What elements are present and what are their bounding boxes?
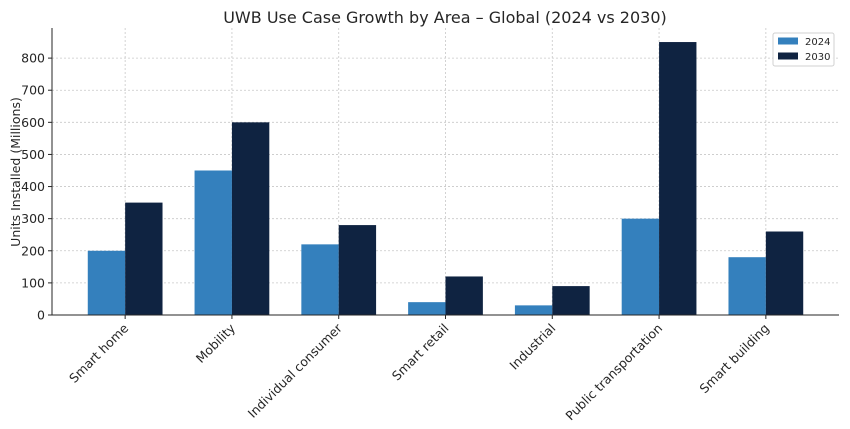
bar-2024-industrial xyxy=(514,305,553,315)
legend-swatch-2030 xyxy=(778,52,798,60)
y-axis-label: Units Installed (Millions) xyxy=(8,97,23,247)
bar-2024-smart-home xyxy=(87,250,126,315)
y-tick-label: 800 xyxy=(21,51,45,66)
y-tick-label: 400 xyxy=(21,179,45,194)
legend-swatch-2024 xyxy=(778,37,798,45)
y-tick-label: 600 xyxy=(21,115,45,130)
bar-2024-individual-consumer xyxy=(301,244,339,315)
bar-2030-smart-home xyxy=(125,202,163,315)
x-tick-label: Individual consumer xyxy=(245,320,346,421)
legend-label-2030: 2030 xyxy=(805,52,830,63)
x-tick-label: Smart retail xyxy=(389,321,452,384)
bar-2030-smart-retail xyxy=(445,276,483,315)
bar-2030-individual-consumer xyxy=(338,225,377,315)
bars xyxy=(87,42,804,316)
x-tick-label: Smart home xyxy=(66,320,131,385)
legend-label-2024: 2024 xyxy=(805,37,830,48)
y-tick-label: 700 xyxy=(21,83,45,98)
y-tick-label: 500 xyxy=(21,147,45,162)
chart-title: UWB Use Case Growth by Area – Global (20… xyxy=(223,8,667,27)
bar-2030-public-transportation xyxy=(659,42,697,316)
y-tick-label: 300 xyxy=(21,211,45,226)
y-tick-label: 0 xyxy=(37,308,45,323)
bar-2024-mobility xyxy=(194,170,232,315)
y-tick-label: 100 xyxy=(21,275,45,290)
legend: 2024 2030 xyxy=(772,32,835,67)
bar-2024-public-transportation xyxy=(621,218,660,315)
x-tick-label: Industrial xyxy=(506,321,558,373)
x-tick-label: Smart building xyxy=(696,321,772,397)
bar-2030-smart-building xyxy=(765,231,804,315)
x-tick-label: Public transportation xyxy=(562,321,665,424)
bar-2030-industrial xyxy=(552,286,590,315)
x-tick-label: Mobility xyxy=(193,320,239,366)
bar-2024-smart-retail xyxy=(408,302,446,315)
bar-2030-mobility xyxy=(231,122,270,315)
y-tick-label: 200 xyxy=(21,243,45,258)
grid xyxy=(52,28,839,316)
bar-2024-smart-building xyxy=(728,257,766,315)
